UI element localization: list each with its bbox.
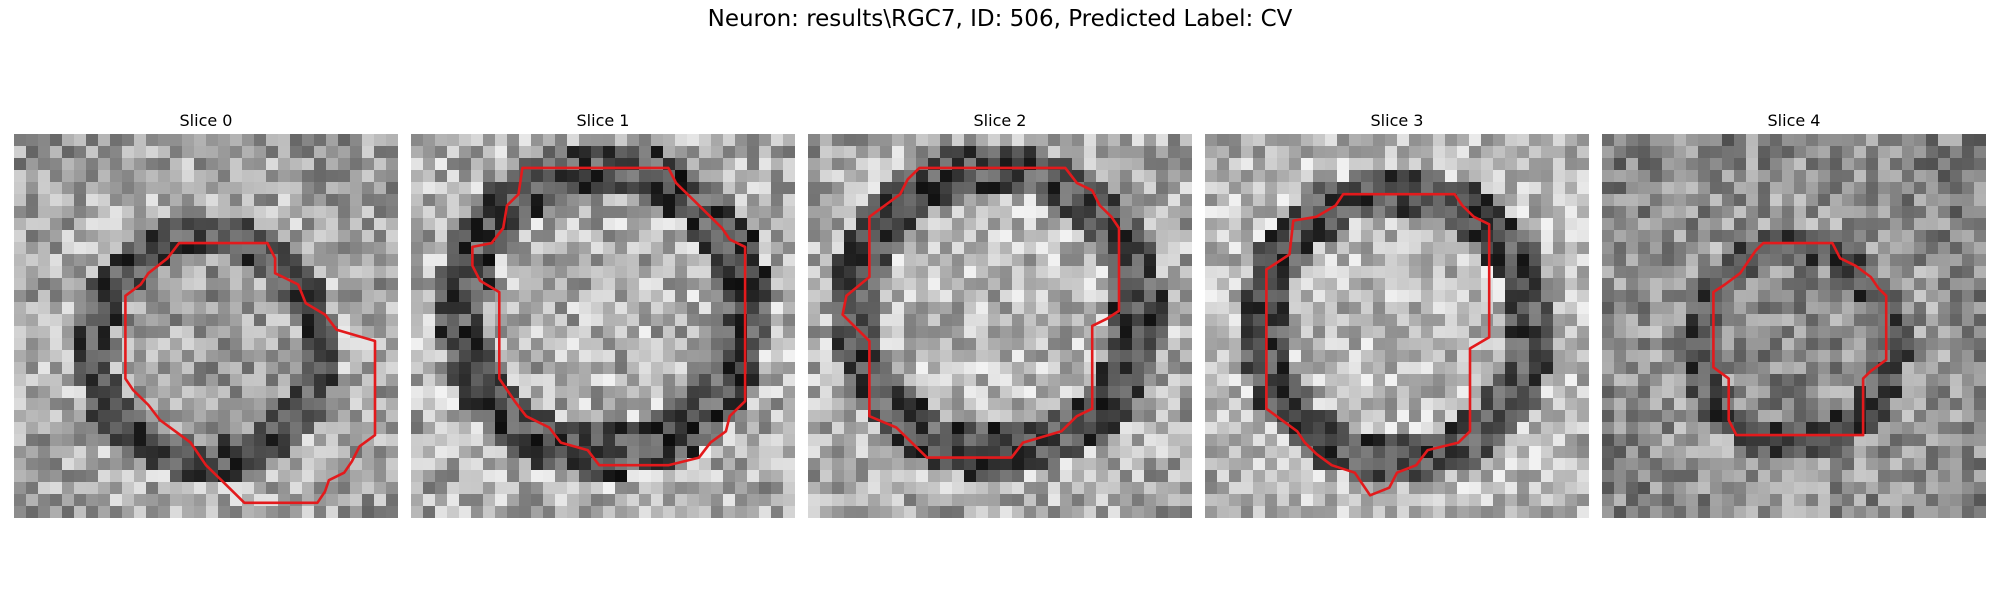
slice-image-2 — [808, 134, 1192, 518]
slice-panel-4: Slice 4 — [1602, 108, 1986, 518]
slice-panel-1: Slice 1 — [411, 108, 795, 518]
pixel-grid — [1205, 134, 1589, 518]
slice-panel-0: Slice 0 — [14, 108, 398, 518]
pixel-grid — [808, 134, 1192, 518]
contour-outline — [124, 241, 377, 505]
slice-image-4 — [1602, 134, 1986, 518]
slice-panel-2: Slice 2 — [808, 108, 1192, 518]
slice-image-1 — [411, 134, 795, 518]
pixel-grid — [411, 134, 795, 518]
slice-title-0: Slice 0 — [179, 111, 233, 130]
pixel-grid — [14, 134, 398, 518]
slice-title-1: Slice 1 — [576, 111, 630, 130]
contour-outline — [1712, 241, 1888, 437]
slice-title-2: Slice 2 — [973, 111, 1027, 130]
slice-image-3 — [1205, 134, 1589, 518]
contour-outline — [1265, 192, 1491, 497]
pixel-grid — [1602, 134, 1986, 518]
contour-outline — [471, 166, 747, 467]
slice-image-0 — [14, 134, 398, 518]
slice-title-3: Slice 3 — [1370, 111, 1424, 130]
figure-title: Neuron: results\RGC7, ID: 506, Predicted… — [707, 6, 1293, 32]
contour-outline — [841, 166, 1121, 459]
slice-panel-3: Slice 3 — [1205, 108, 1589, 518]
slice-title-4: Slice 4 — [1767, 111, 1821, 130]
